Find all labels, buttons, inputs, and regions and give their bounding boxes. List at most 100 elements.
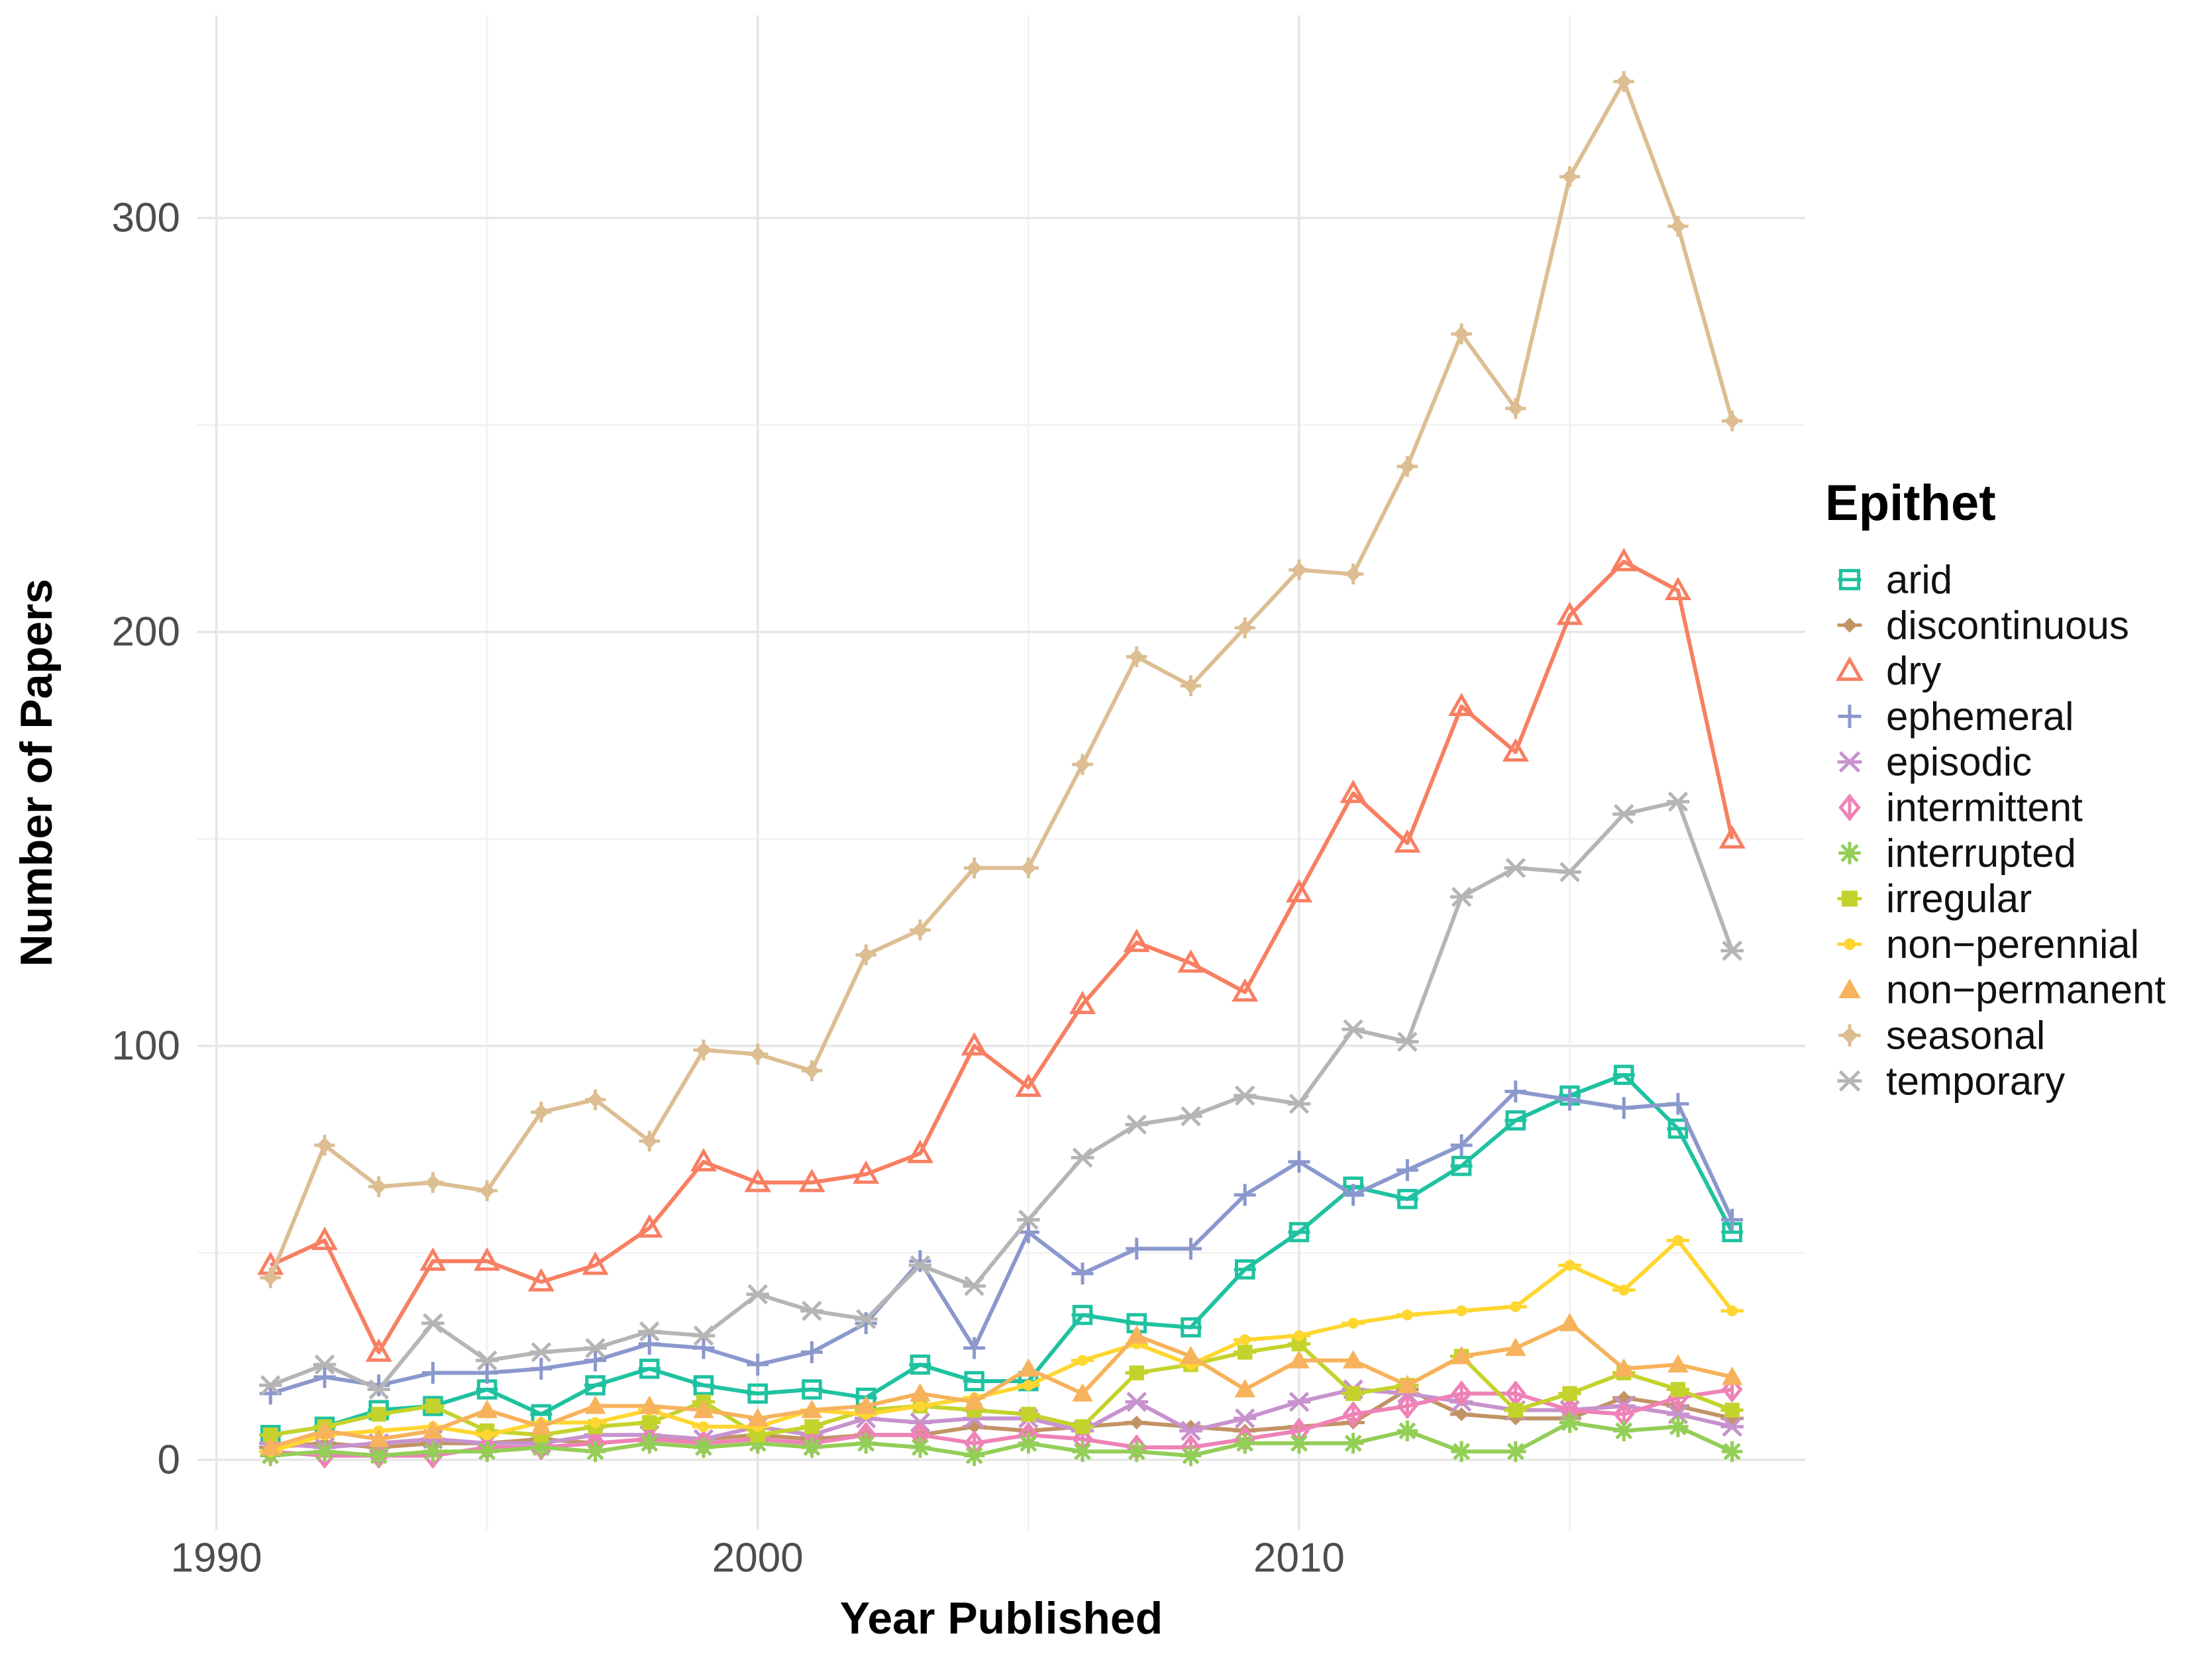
data-point-marker bbox=[692, 1375, 715, 1396]
data-point-marker bbox=[855, 1312, 877, 1335]
data-point-marker bbox=[1126, 1237, 1148, 1260]
data-point-marker bbox=[1288, 1151, 1310, 1173]
data-point-marker bbox=[1289, 559, 1310, 581]
data-point-marker bbox=[421, 1362, 444, 1384]
data-point-marker bbox=[693, 1039, 714, 1061]
data-point-marker bbox=[1666, 1382, 1690, 1397]
data-point-marker bbox=[1451, 1345, 1472, 1365]
data-point-marker bbox=[1234, 1259, 1256, 1280]
legend-title: Epithet bbox=[1825, 475, 1996, 531]
data-point-marker bbox=[1721, 410, 1743, 432]
data-point-marker bbox=[1017, 1380, 1040, 1391]
data-point-marker bbox=[1502, 738, 1529, 762]
data-point-marker bbox=[638, 1359, 660, 1379]
data-point-marker bbox=[1017, 1406, 1040, 1422]
data-point-marker bbox=[422, 1420, 444, 1439]
legend-item-label: irregular bbox=[1886, 876, 2032, 921]
series-line-seasonal bbox=[260, 71, 1743, 1288]
data-point-marker bbox=[1450, 1155, 1473, 1176]
x-tick-label: 2010 bbox=[1253, 1535, 1345, 1581]
data-point-marker bbox=[1838, 568, 1862, 591]
data-point-marker bbox=[1449, 886, 1473, 908]
data-point-marker bbox=[1837, 890, 1862, 907]
data-point-marker bbox=[1504, 857, 1528, 878]
legend-item-label: discontinuous bbox=[1886, 603, 2129, 647]
data-point-marker bbox=[746, 1284, 770, 1305]
data-point-marker bbox=[475, 1350, 499, 1371]
data-point-marker bbox=[747, 1353, 769, 1376]
data-point-marker bbox=[1287, 1336, 1311, 1352]
data-point-marker bbox=[1342, 1184, 1365, 1206]
data-point-marker bbox=[800, 1341, 823, 1363]
data-point-marker bbox=[1835, 656, 1864, 681]
data-point-marker bbox=[1342, 1350, 1364, 1369]
data-point-marker bbox=[1342, 1433, 1364, 1454]
data-point-marker bbox=[1838, 978, 1861, 998]
data-point-marker bbox=[690, 1148, 717, 1172]
legend-item-arid: arid bbox=[1838, 558, 1952, 602]
data-point-marker bbox=[1071, 1419, 1094, 1435]
data-point-marker bbox=[1837, 751, 1862, 773]
data-point-marker bbox=[910, 1383, 931, 1402]
data-point-marker bbox=[747, 1043, 768, 1065]
data-point-marker bbox=[909, 1250, 931, 1272]
data-point-marker bbox=[530, 1357, 553, 1380]
data-point-marker bbox=[367, 1379, 391, 1400]
data-point-marker bbox=[1287, 1094, 1311, 1114]
data-point-marker bbox=[1234, 1184, 1256, 1206]
data-point-marker bbox=[421, 1313, 445, 1333]
data-point-marker bbox=[1720, 1305, 1744, 1317]
data-point-marker bbox=[963, 1276, 986, 1296]
data-point-marker bbox=[1612, 1097, 1635, 1119]
data-point-marker bbox=[801, 1060, 823, 1082]
data-point-marker bbox=[855, 1395, 876, 1414]
legend-item-episodic: episodic bbox=[1837, 740, 2032, 784]
data-point-marker bbox=[1340, 779, 1367, 804]
data-point-marker bbox=[259, 1428, 282, 1443]
data-point-marker bbox=[1125, 1114, 1149, 1135]
data-point-marker bbox=[1721, 1441, 1743, 1463]
data-point-marker bbox=[531, 1416, 552, 1435]
data-point-marker bbox=[1180, 1237, 1202, 1260]
data-point-marker bbox=[1838, 842, 1861, 864]
data-point-marker bbox=[1505, 1337, 1526, 1357]
data-point-marker bbox=[1342, 1019, 1365, 1040]
data-point-marker bbox=[531, 1102, 552, 1123]
data-point-marker bbox=[1071, 1304, 1094, 1325]
data-point-marker bbox=[1613, 1358, 1634, 1377]
data-point-marker bbox=[1179, 1106, 1202, 1127]
data-point-marker bbox=[1287, 1392, 1311, 1412]
data-point-marker bbox=[1838, 1024, 1861, 1047]
x-tick-label: 2000 bbox=[712, 1535, 804, 1581]
data-point-marker bbox=[693, 1400, 714, 1418]
data-point-marker bbox=[314, 1441, 335, 1463]
data-point-marker bbox=[1126, 1325, 1147, 1344]
legend-item-label: non−permanent bbox=[1886, 968, 2166, 1012]
data-point-marker bbox=[1015, 1073, 1042, 1097]
legend-item-dry: dry bbox=[1835, 649, 1941, 693]
data-point-marker bbox=[855, 944, 876, 966]
data-point-marker bbox=[854, 1309, 878, 1329]
data-point-marker bbox=[1504, 1110, 1527, 1131]
legend-item-label: arid bbox=[1886, 558, 1952, 602]
data-point-marker bbox=[476, 1400, 498, 1418]
data-point-marker bbox=[1126, 1441, 1147, 1463]
data-point-marker bbox=[1179, 1420, 1202, 1441]
data-point-marker bbox=[1505, 1441, 1526, 1463]
data-point-marker bbox=[908, 1400, 932, 1412]
legend-item-discontinuous: discontinuous bbox=[1837, 603, 2129, 647]
data-point-marker bbox=[1610, 548, 1638, 572]
data-point-marker bbox=[1177, 949, 1204, 973]
data-point-marker bbox=[744, 1169, 771, 1192]
data-point-marker bbox=[1449, 1305, 1473, 1317]
data-point-marker bbox=[1837, 938, 1862, 951]
data-point-marker bbox=[1559, 1412, 1581, 1433]
data-point-marker bbox=[855, 1433, 876, 1454]
data-point-marker bbox=[692, 1337, 715, 1359]
data-point-marker bbox=[1667, 215, 1689, 237]
data-point-marker bbox=[1072, 754, 1093, 775]
data-point-marker bbox=[421, 1398, 445, 1414]
data-point-marker bbox=[1234, 1378, 1255, 1398]
